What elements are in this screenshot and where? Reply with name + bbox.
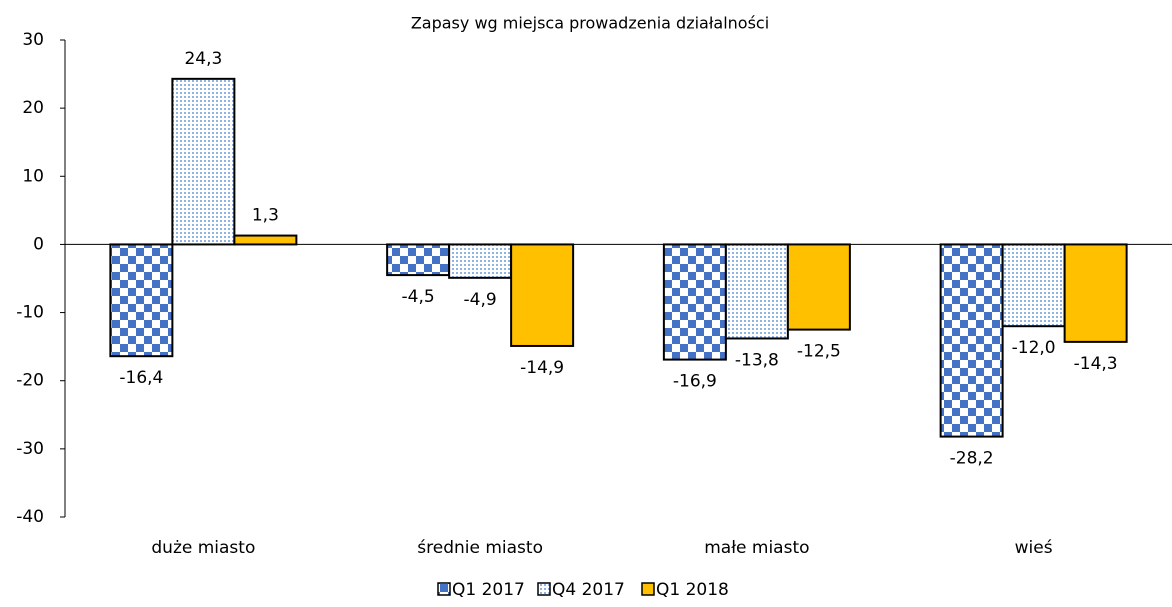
data-label: -12,5 [797, 342, 841, 362]
bar [1001, 243, 1066, 328]
data-label: 1,3 [252, 206, 279, 226]
x-tick-label: średnie miasto [417, 538, 543, 558]
bar [939, 243, 1004, 438]
bar [233, 234, 298, 246]
y-tick-label: 30 [22, 30, 44, 50]
data-label: -4,9 [464, 290, 497, 310]
x-tick-label: wieś [1015, 538, 1053, 558]
bar [109, 243, 174, 358]
legend-label: Q4 2017 [552, 580, 625, 600]
y-tick-label: 20 [22, 98, 44, 118]
bar [448, 243, 513, 279]
legend-swatch [641, 582, 655, 596]
y-tick-label: 10 [22, 166, 44, 186]
y-tick-label: 0 [33, 234, 44, 254]
data-label: 24,3 [184, 49, 222, 69]
x-tick-label: małe miasto [704, 538, 809, 558]
data-label: -4,5 [402, 287, 435, 307]
data-label: -16,4 [119, 368, 163, 388]
bar [1063, 243, 1128, 343]
legend-label: Q1 2017 [452, 580, 525, 600]
x-tick-label: duże miasto [151, 538, 255, 558]
y-tick-label: -10 [16, 303, 44, 323]
legend-swatch [537, 582, 551, 596]
legend-swatch [437, 582, 451, 596]
y-tick-label: -30 [16, 439, 44, 459]
data-label: -12,0 [1012, 338, 1056, 358]
data-label: -14,9 [520, 358, 564, 378]
chart-title: Zapasy wg miejsca prowadzenia działalnoś… [411, 14, 769, 33]
bar [171, 77, 236, 246]
data-label: -16,9 [673, 372, 717, 392]
y-tick-label: -20 [16, 371, 44, 391]
data-label: -28,2 [950, 449, 994, 469]
bar [386, 243, 451, 277]
data-label: -13,8 [735, 350, 779, 370]
y-tick-label: -40 [16, 507, 44, 527]
bar [724, 243, 789, 340]
bar [662, 243, 727, 361]
legend-label: Q1 2018 [656, 580, 729, 600]
data-label: -14,3 [1074, 354, 1118, 374]
bar [510, 243, 575, 347]
bar [786, 243, 851, 331]
